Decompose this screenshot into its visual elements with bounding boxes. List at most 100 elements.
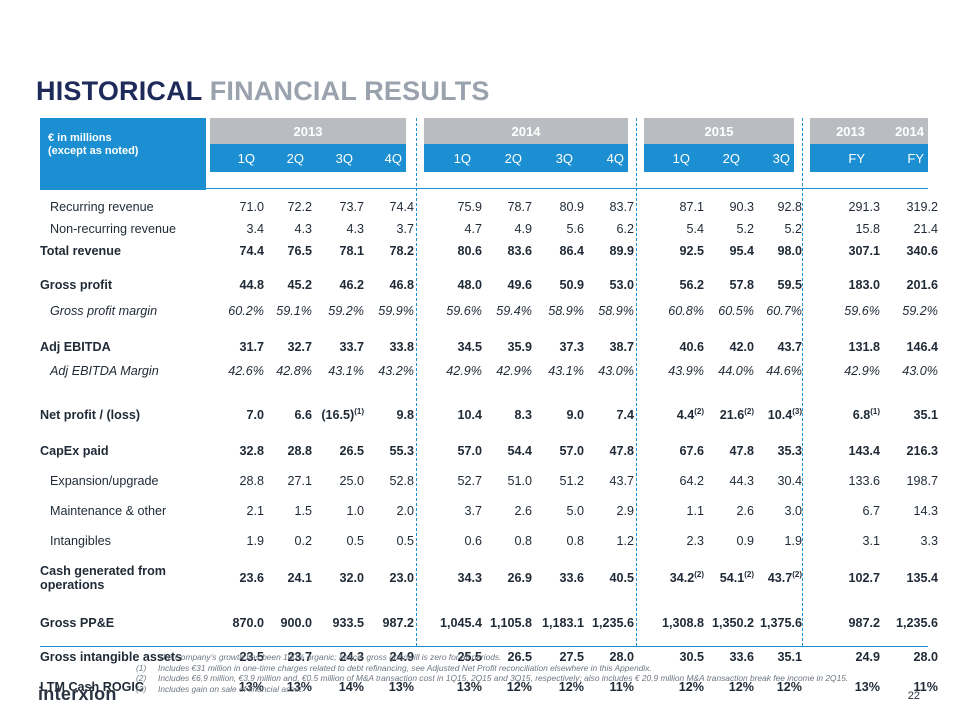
cell-value: 31.7 <box>239 340 264 354</box>
cell-value: 28.0 <box>913 650 938 664</box>
cell-value: 47.8 <box>729 444 754 458</box>
footnotes: The Company’s growth has been 100% organ… <box>136 652 848 694</box>
cell-value: 58.9% <box>548 304 584 318</box>
cell-value: 14.3 <box>913 504 938 518</box>
cell-value: 14% <box>338 680 364 694</box>
cell-value: 0.8 <box>514 534 532 548</box>
cell-value: 60.2% <box>228 304 264 318</box>
row-label: Recurring revenue <box>50 200 154 214</box>
row-label: LTM Cash ROGIC <box>40 680 145 694</box>
cell-value: 13% <box>456 680 482 694</box>
cell-value: 13% <box>238 680 264 694</box>
financial-table: Recurring revenue 71.0 72.2 73.7 74.4 75.9 78.… <box>40 196 938 698</box>
table-body: Recurring revenue 71.0 72.2 73.7 74.4 75.9 78.… <box>40 196 938 698</box>
cell-value: 57.8 <box>729 278 754 292</box>
cell-value: 7.0 <box>246 408 264 422</box>
cell-value: 21.6(2) <box>719 407 754 423</box>
column-divider <box>802 118 803 646</box>
header-group-fy: 2013 2014 FY FY <box>810 118 928 172</box>
cell-value: 4.3 <box>294 222 312 236</box>
cell-value: 2.6 <box>736 504 754 518</box>
cell-value: 87.1 <box>679 200 704 214</box>
table-row: Adj EBITDA Margin 42.6% 42.8% 43.1% 43.2% 42.… <box>40 360 938 382</box>
cell-value: 143.4 <box>848 444 880 458</box>
cell-value: 13% <box>854 680 880 694</box>
cell-value: 90.3 <box>729 200 754 214</box>
page-title: HISTORICAL FINANCIAL RESULTS <box>36 76 490 107</box>
cell-value: 25.5 <box>457 650 482 664</box>
cell-value: 307.1 <box>848 244 880 258</box>
table-row: Non-recurring revenue 3.4 4.3 4.3 3.7 4.7 4.9 5… <box>40 218 938 240</box>
cell-value: 291.3 <box>848 200 880 214</box>
unit-line-2: (except as noted) <box>48 145 139 157</box>
cell-value: 44.8 <box>239 278 264 292</box>
cell-value: 5.4 <box>686 222 704 236</box>
cell-value: 0.5 <box>346 534 364 548</box>
row-label: Expansion/upgrade <box>50 474 159 488</box>
cell-value: 56.2 <box>679 278 704 292</box>
cell-value: 54.1(2) <box>719 570 754 586</box>
cell-value: 933.5 <box>332 616 364 630</box>
cell-value: 26.5 <box>339 444 364 458</box>
table-row: Maintenance & other 2.1 1.5 1.0 2.0 3.7 2.6 5.0… <box>40 500 938 522</box>
cell-value: 38.7 <box>609 340 634 354</box>
cell-value: 30.5 <box>679 650 704 664</box>
cell-value: 33.6 <box>559 571 584 585</box>
cell-value: 900.0 <box>280 616 312 630</box>
table-row: Gross profit margin 60.2% 59.1% 59.2% 59.9% 5… <box>40 300 938 322</box>
row-label: Gross profit <box>40 278 113 292</box>
cell-value: 1,183.1 <box>541 616 584 630</box>
cell-value: 3.0 <box>784 504 802 518</box>
cell-value: 0.8 <box>566 534 584 548</box>
table-row: Gross PP&E 870.0 900.0 933.5 987.2 1,045.4 1,1… <box>40 612 938 634</box>
header-underline <box>40 188 928 189</box>
footnote: (3) Includes gain on sale of financial as… <box>136 683 304 694</box>
cell-value: 43.9% <box>668 364 704 378</box>
quarter-label: 1Q <box>453 150 471 166</box>
cell-value: 76.5 <box>287 244 312 258</box>
cell-value: 71.0 <box>239 200 264 214</box>
cell-value: 4.3 <box>346 222 364 236</box>
fy-label: FY <box>848 150 865 166</box>
cell-value: 73.7 <box>339 200 364 214</box>
cell-value: 4.9 <box>514 222 532 236</box>
cell-value: 135.4 <box>906 571 938 585</box>
cell-value: 32.8 <box>239 444 264 458</box>
table-bottom-line <box>40 646 928 647</box>
cell-value: 53.0 <box>609 278 634 292</box>
interxion-logo: interxion <box>38 684 117 704</box>
unit-header: € in millions (except as noted) <box>40 118 206 190</box>
header-group-2015: 2015 1Q 2Q 3Q <box>644 118 794 172</box>
cell-value: 1.5 <box>294 504 312 518</box>
cell-value: 43.7(2) <box>767 570 802 586</box>
cell-value: 74.4 <box>389 200 414 214</box>
cell-value: 9.8 <box>396 408 414 422</box>
cell-value: 0.9 <box>736 534 754 548</box>
cell-value: 26.5 <box>507 650 532 664</box>
cell-value: 1,105.8 <box>489 616 532 630</box>
cell-value: 42.9% <box>844 364 880 378</box>
cell-value: 95.4 <box>729 244 754 258</box>
cell-value: 60.5% <box>718 304 754 318</box>
table-row: Recurring revenue 71.0 72.2 73.7 74.4 75.9 78.… <box>40 196 938 218</box>
cell-value: 1,235.6 <box>591 616 634 630</box>
cell-value: 43.1% <box>328 364 364 378</box>
cell-value: 6.8(1) <box>852 407 880 423</box>
cell-value: 9.0 <box>566 408 584 422</box>
cell-value: 13% <box>286 680 312 694</box>
table-row: Net profit / (loss) 7.0 6.6 (16.5)(1) 9.8 10.… <box>40 404 938 426</box>
cell-value: 47.8 <box>609 444 634 458</box>
cell-value: 34.2(2) <box>669 570 704 586</box>
cell-value: 75.9 <box>457 200 482 214</box>
cell-value: 870.0 <box>232 616 264 630</box>
row-label: Cash generated from operations <box>40 564 166 592</box>
cell-value: 23.6 <box>239 571 264 585</box>
cell-value: 0.2 <box>294 534 312 548</box>
cell-value: 3.1 <box>862 534 880 548</box>
cell-value: 86.4 <box>559 244 584 258</box>
cell-value: 23.7 <box>287 650 312 664</box>
cell-value: 11% <box>609 680 634 694</box>
cell-value: 102.7 <box>848 571 880 585</box>
cell-value: 12% <box>506 680 532 694</box>
cell-value: 23.0 <box>389 571 414 585</box>
